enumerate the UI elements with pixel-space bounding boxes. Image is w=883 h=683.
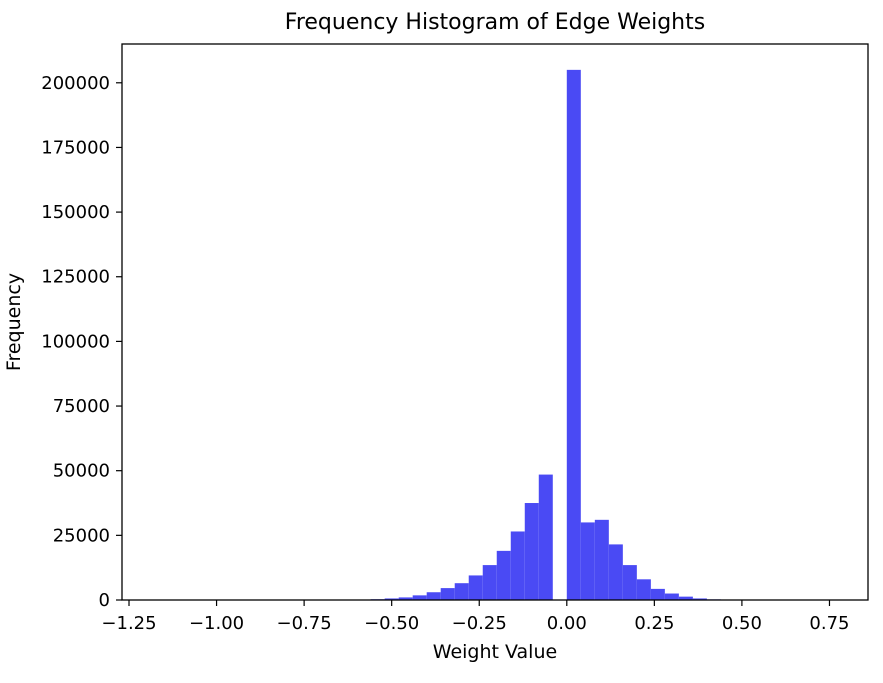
histogram-bar <box>510 531 525 600</box>
histogram-bar <box>538 474 553 600</box>
histogram-bar <box>496 550 511 600</box>
y-tick-label: 100000 <box>41 331 110 352</box>
x-tick-label: −0.75 <box>277 613 332 634</box>
y-tick-label: 50000 <box>53 461 110 482</box>
y-tick-label: 175000 <box>41 137 110 158</box>
histogram-bar <box>594 519 609 600</box>
histogram-bar <box>412 595 427 600</box>
histogram-bar <box>678 596 693 600</box>
x-tick-label: −1.25 <box>101 613 156 634</box>
y-axis: 0 25000 50000 75000 100000 125000 150000 175000… <box>41 73 122 611</box>
plot-frame <box>121 43 869 601</box>
histogram-bar <box>482 565 497 600</box>
histogram-bar <box>398 597 413 600</box>
x-tick-label: −1.00 <box>189 613 244 634</box>
y-tick-label: 200000 <box>41 73 110 94</box>
histogram-bar <box>636 579 651 600</box>
x-axis: −1.25 −1.00 −0.75 −0.50 −0.25 0.00 0.25 0.50 0.7… <box>101 600 850 634</box>
histogram-bar <box>650 588 665 600</box>
chart-title: Frequency Histogram of Edge Weights <box>285 10 705 35</box>
histogram-bar <box>426 592 441 600</box>
histogram-bar <box>692 598 707 600</box>
y-axis-title: Frequency <box>3 273 25 371</box>
x-tick-label: 0.50 <box>722 613 762 634</box>
histogram-bar <box>524 503 539 600</box>
y-tick-label: 150000 <box>41 202 110 223</box>
y-tick-label: 25000 <box>53 525 110 546</box>
y-tick-label: 75000 <box>53 396 110 417</box>
x-tick-label: 0.75 <box>809 613 849 634</box>
bars-layer <box>370 69 721 601</box>
histogram-bar <box>440 588 455 600</box>
histogram-bar <box>608 544 623 600</box>
x-axis-title: Weight Value <box>433 641 557 663</box>
histogram-bar <box>384 598 399 600</box>
y-tick-label: 125000 <box>41 267 110 288</box>
histogram-bar <box>622 565 637 600</box>
x-tick-label: −0.25 <box>452 613 507 634</box>
histogram-bar <box>580 522 595 600</box>
x-tick-label: 0.25 <box>634 613 674 634</box>
histogram-bar <box>454 583 469 600</box>
x-tick-label: 0.00 <box>547 613 587 634</box>
x-tick-label: −0.50 <box>364 613 419 634</box>
y-tick-label: 0 <box>99 590 110 611</box>
histogram-bar <box>468 575 483 600</box>
histogram-bar <box>664 593 679 600</box>
histogram-bar <box>566 69 581 601</box>
